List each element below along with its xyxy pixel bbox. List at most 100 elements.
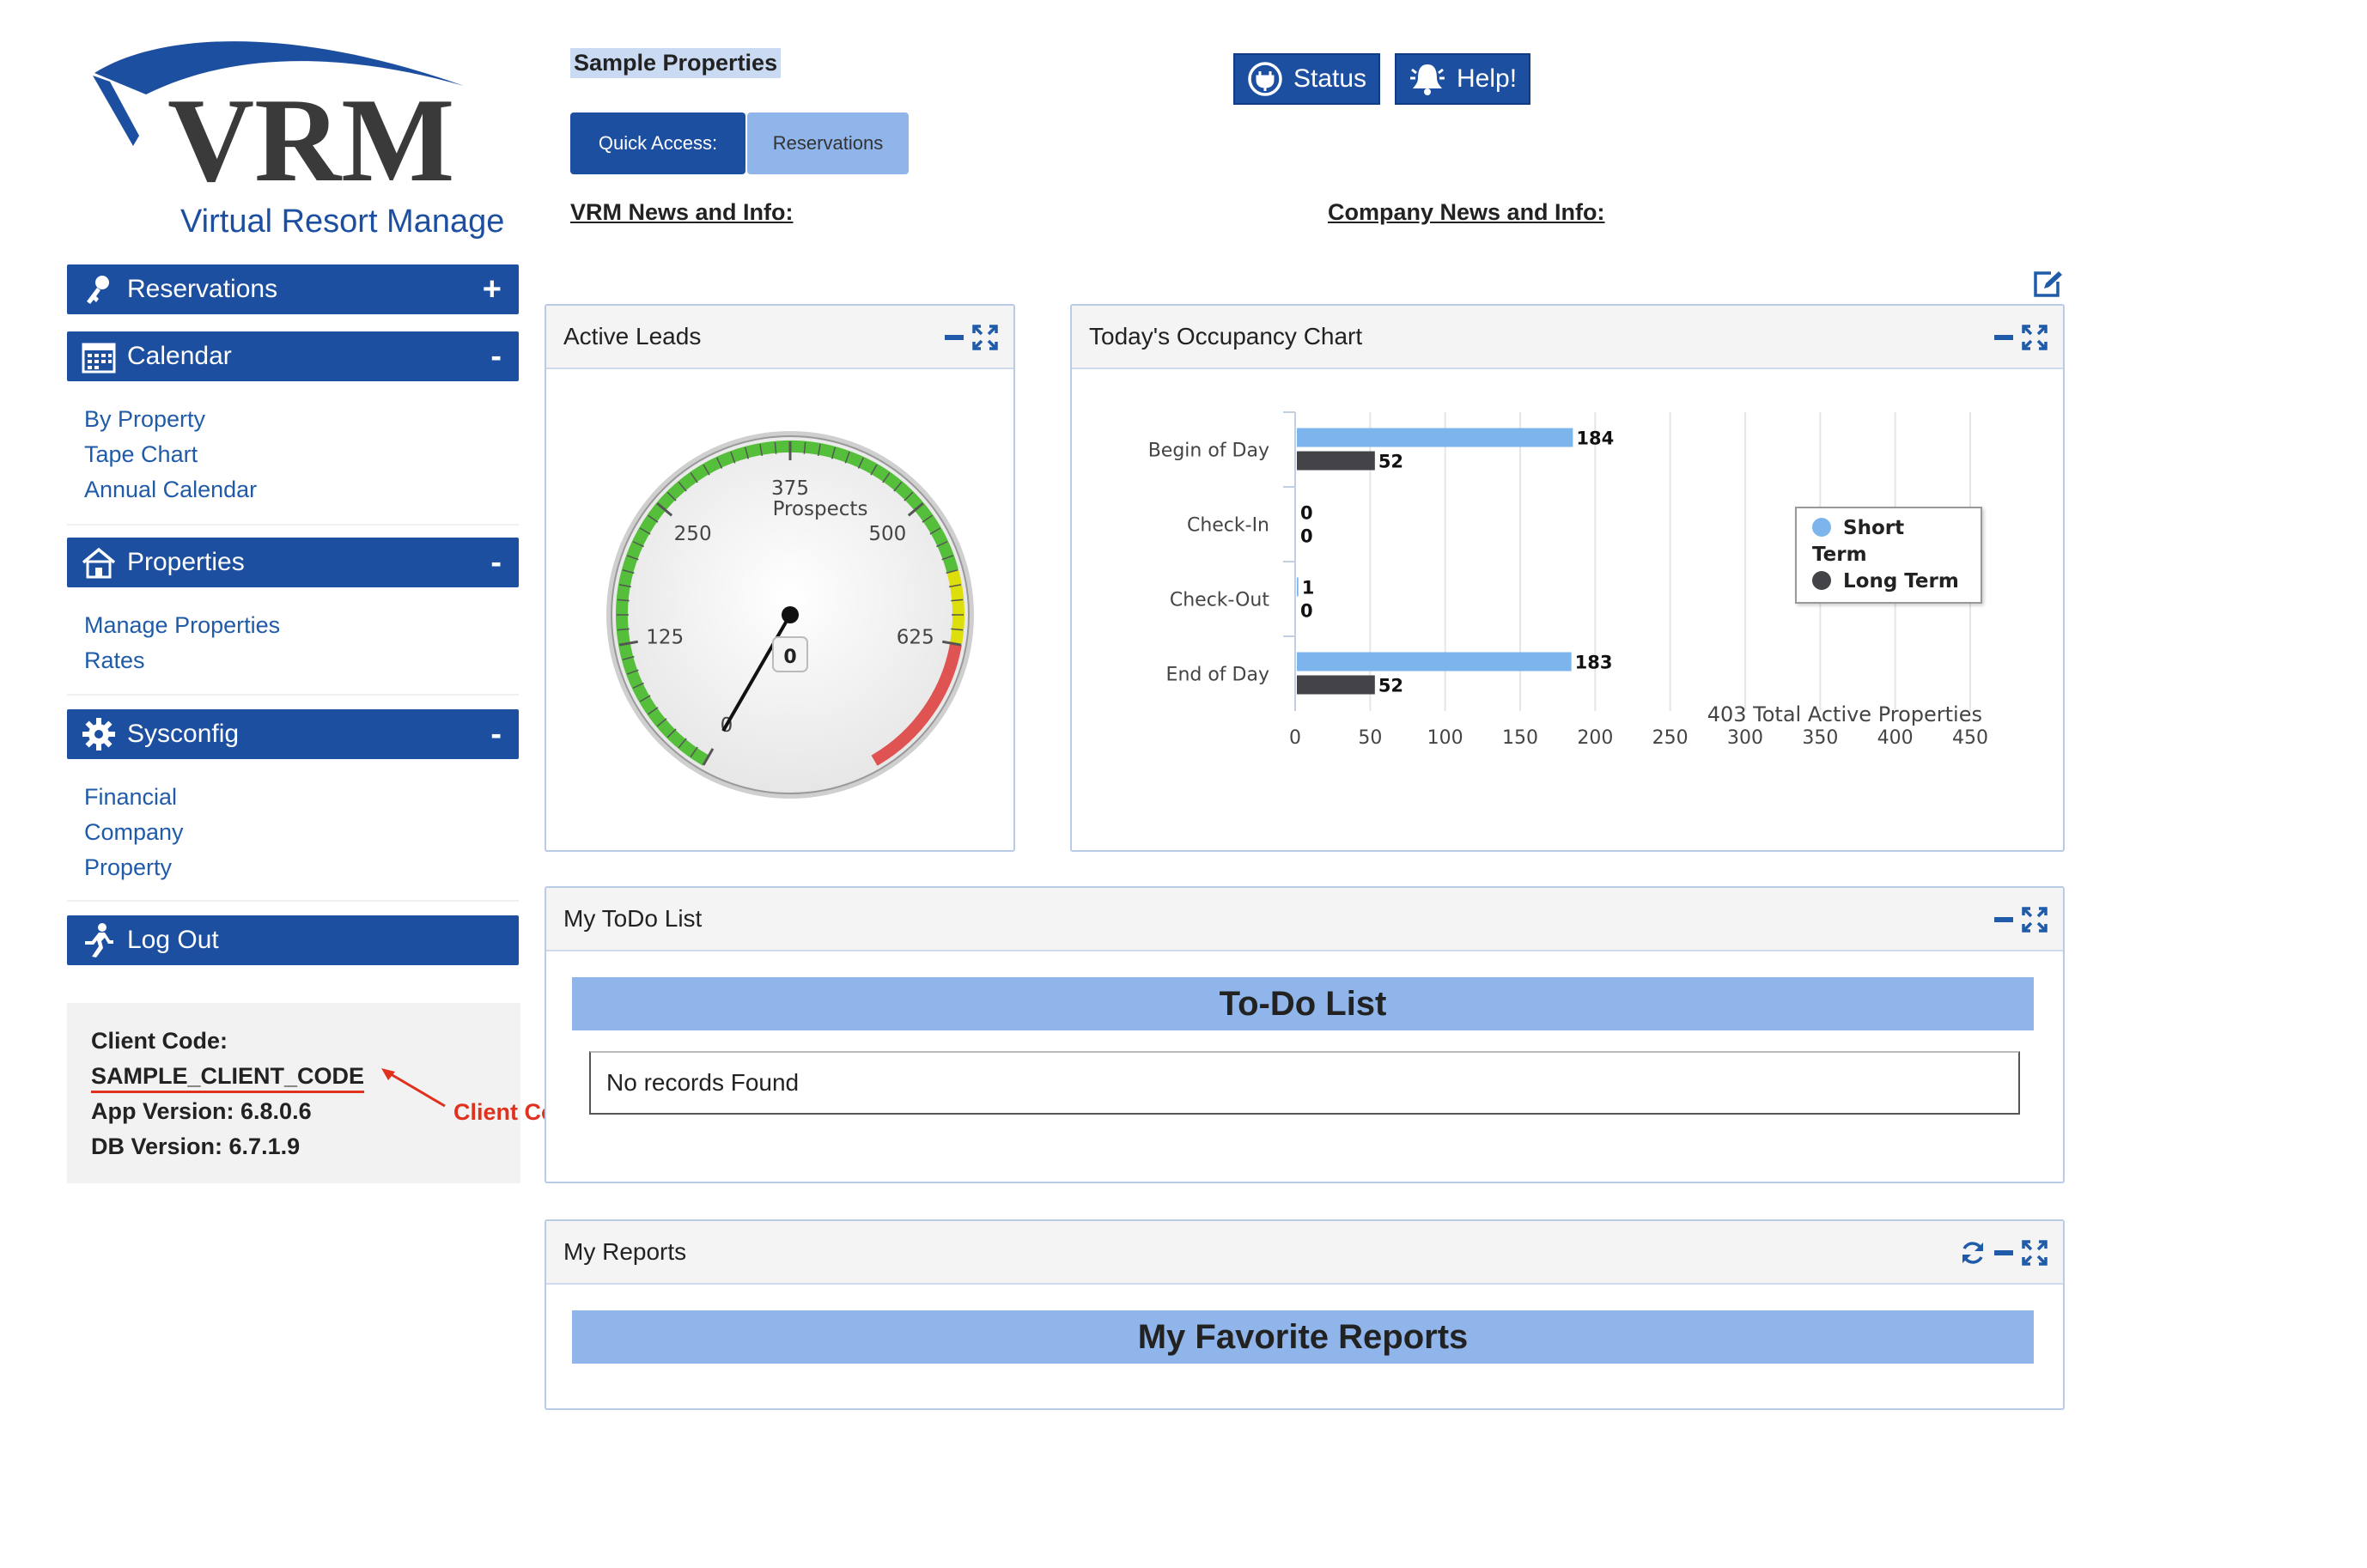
gauge-tick <box>893 481 903 492</box>
collapse-icon[interactable]: - <box>490 338 502 374</box>
bar[interactable] <box>1297 675 1375 695</box>
gauge-tick <box>715 457 723 469</box>
bar-data-label: 184 <box>1576 428 1614 449</box>
sidebar-reservations-label: Reservations <box>127 275 278 303</box>
sidebar-sysconfig-label: Sysconfig <box>127 720 240 748</box>
gauge-band <box>871 642 962 766</box>
link-by-property[interactable]: By Property <box>84 406 206 432</box>
todo-empty-message: No records Found <box>589 1051 2020 1115</box>
gauge-tick <box>648 514 659 523</box>
vrm-logo: VRM Virtual Resort Manager <box>93 41 507 240</box>
gauge-labels: 0 125 250 375 500 625 <box>646 477 934 737</box>
link-tape-chart[interactable]: Tape Chart <box>84 441 198 467</box>
bar[interactable] <box>1297 428 1573 447</box>
expand-icon[interactable] <box>2022 1240 2048 1266</box>
expand-icon[interactable] <box>972 325 998 350</box>
minimize-icon[interactable] <box>1994 1250 2013 1255</box>
db-version: DB Version: 6.7.1.9 <box>91 1133 301 1159</box>
bar[interactable] <box>1297 652 1572 672</box>
panel-header: Active Leads <box>546 306 1013 369</box>
category-label: Check-Out <box>1170 590 1269 611</box>
gauge-tick <box>831 447 837 459</box>
todo-panel: My ToDo List To-Do List No records Found <box>545 886 2065 1183</box>
expand-icon[interactable]: + <box>482 271 502 307</box>
divider <box>67 524 519 526</box>
link-company[interactable]: Company <box>84 819 184 845</box>
x-tick-label: 250 <box>1652 727 1689 749</box>
running-person-icon <box>81 922 117 958</box>
expand-icon[interactable] <box>2022 907 2048 933</box>
client-code-value: SAMPLE_CLIENT_CODE <box>91 1063 365 1089</box>
sidebar-calendar-label: Calendar <box>127 342 232 370</box>
gauge-tick <box>803 441 806 454</box>
minimize-icon[interactable] <box>945 335 964 340</box>
category-label: End of Day <box>1166 665 1269 686</box>
reports-panel: My Reports My Favorite Reports <box>545 1219 2065 1410</box>
refresh-icon[interactable] <box>1960 1240 1986 1266</box>
bar[interactable] <box>1297 451 1375 471</box>
legend-item-long-term[interactable]: Long Term <box>1812 568 1965 595</box>
link-rates[interactable]: Rates <box>84 647 145 673</box>
x-tick-label: 50 <box>1358 727 1382 749</box>
calendar-links: By Property Tape Chart Annual Calendar <box>84 402 257 507</box>
gauge-tick <box>690 472 698 483</box>
bar-data-label: 52 <box>1378 676 1403 696</box>
plug-icon <box>1247 61 1283 97</box>
edit-icon[interactable] <box>2032 270 2063 299</box>
client-code-label: Client Code: <box>91 1028 228 1054</box>
gauge-tick <box>678 738 687 749</box>
active-leads-panel: Active Leads 0 125 250 375 500 625 Prospects … <box>545 304 1015 852</box>
reservations-quick-button[interactable]: Reservations <box>747 112 909 174</box>
help-button[interactable]: Help! <box>1395 53 1531 105</box>
sidebar-reservations[interactable]: Reservations + <box>67 264 519 314</box>
legend-item-short-term[interactable]: Short Term <box>1812 515 1965 568</box>
legend-label: Long Term <box>1843 570 1959 593</box>
panel-header: My ToDo List <box>546 888 2063 951</box>
gauge-ticks <box>617 441 964 766</box>
sidebar-logout[interactable]: Log Out <box>67 915 519 965</box>
minimize-icon[interactable] <box>1994 917 2013 922</box>
link-property[interactable]: Property <box>84 854 173 880</box>
x-tick-label: 200 <box>1577 727 1613 749</box>
sidebar-sysconfig[interactable]: Sysconfig - <box>67 709 519 759</box>
link-manage-properties[interactable]: Manage Properties <box>84 612 281 638</box>
bar[interactable] <box>1297 577 1299 597</box>
gauge-tick <box>666 728 677 738</box>
chart-legend: Short Term Long Term <box>1795 507 1982 604</box>
gauge-tick <box>857 457 865 469</box>
link-financial[interactable]: Financial <box>84 784 178 810</box>
bell-icon <box>1409 61 1446 97</box>
sysconfig-links: Financial Company Property <box>84 780 184 885</box>
divider <box>67 900 519 902</box>
gauge-tick <box>690 746 698 757</box>
todo-banner: To-Do List <box>572 977 2034 1030</box>
sidebar-properties-label: Properties <box>127 548 245 576</box>
divider <box>67 694 519 696</box>
gauge-tick <box>774 441 777 454</box>
vrm-news-link[interactable]: VRM News and Info: <box>570 199 794 225</box>
expand-icon[interactable] <box>2022 325 2048 350</box>
collapse-icon[interactable]: - <box>490 716 502 752</box>
gauge-tick-label: 625 <box>897 627 934 649</box>
annotation-arrow-icon <box>381 1068 446 1108</box>
category-labels: Begin of Day Check-In Check-Out End of Day <box>1148 411 1295 686</box>
link-annual-calendar[interactable]: Annual Calendar <box>84 477 258 502</box>
gauge-tick <box>870 464 878 476</box>
quick-access-button[interactable]: Quick Access: <box>570 112 745 174</box>
gauge-tick <box>656 718 667 727</box>
sidebar-properties[interactable]: Properties - <box>67 538 519 587</box>
gauge-tick <box>622 568 635 574</box>
gauge-tick <box>648 707 659 715</box>
status-button[interactable]: Status <box>1233 53 1381 105</box>
collapse-icon[interactable]: - <box>490 544 502 580</box>
sidebar-calendar[interactable]: Calendar - <box>67 331 519 381</box>
gauge-tick <box>639 695 651 702</box>
gauge-tick <box>639 527 651 535</box>
help-label: Help! <box>1457 64 1518 93</box>
minimize-icon[interactable] <box>1994 335 2013 340</box>
category-label: Begin of Day <box>1148 441 1269 462</box>
gauge-tick <box>617 599 630 602</box>
company-news-link[interactable]: Company News and Info: <box>1328 199 1605 225</box>
gauge-tick <box>759 443 764 456</box>
gauge-value: 0 <box>783 647 796 668</box>
